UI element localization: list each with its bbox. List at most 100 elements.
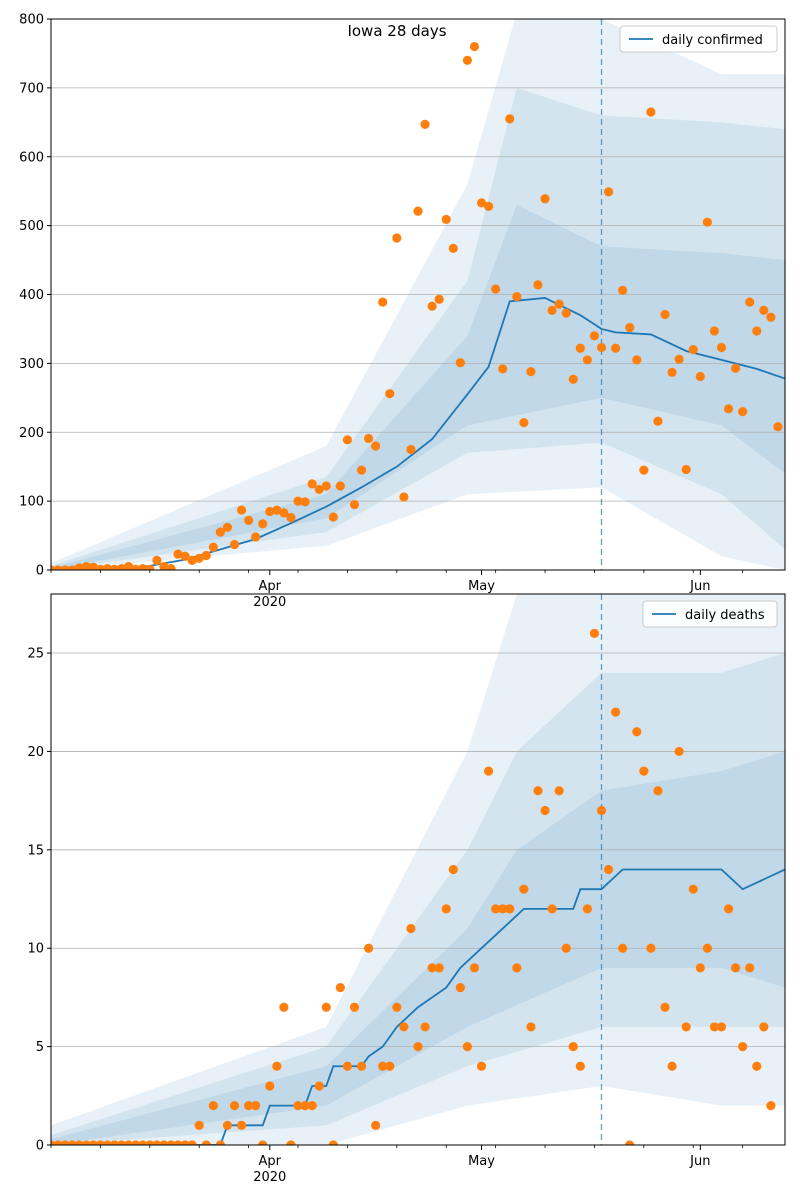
data-point — [611, 343, 621, 353]
data-point — [244, 1101, 254, 1111]
data-point — [547, 305, 557, 315]
model-line — [185, 868, 785, 1145]
data-point — [187, 1140, 197, 1145]
data-point — [596, 342, 607, 353]
data-point — [688, 345, 698, 355]
y-tick-label: 0 — [36, 564, 44, 579]
data-point — [596, 805, 607, 816]
data-point — [434, 963, 444, 973]
data-point — [321, 1002, 331, 1012]
data-point — [716, 342, 727, 353]
data-point — [498, 364, 508, 374]
data-point — [745, 297, 755, 307]
y-tick-label: 0 — [36, 1139, 44, 1154]
data-point — [222, 1120, 233, 1130]
data-point — [716, 1022, 727, 1032]
data-point — [67, 1140, 77, 1145]
data-point — [328, 512, 338, 522]
data-point — [392, 1002, 402, 1012]
legend-label: daily confirmed — [662, 33, 763, 48]
data-point — [589, 331, 600, 341]
data-point — [131, 1140, 141, 1145]
data-point — [236, 505, 247, 515]
data-point — [469, 963, 480, 973]
data-point — [469, 41, 480, 52]
data-point — [625, 322, 635, 333]
data-point — [603, 187, 614, 197]
data-point — [371, 441, 381, 451]
data-point — [505, 904, 515, 914]
data-point — [356, 1061, 367, 1071]
data-point — [180, 1140, 190, 1145]
data-point — [759, 1022, 769, 1032]
legend-box — [642, 600, 778, 628]
data-point — [554, 786, 564, 796]
y-tick-label: 500 — [19, 219, 44, 234]
y-tick-label: 15 — [27, 843, 44, 858]
data-point — [399, 492, 409, 502]
data-point — [180, 551, 190, 561]
data-point — [646, 943, 656, 953]
data-point — [293, 1101, 303, 1111]
data-point — [173, 549, 183, 559]
data-point — [498, 904, 508, 914]
data-point — [272, 1061, 282, 1071]
data-point — [505, 114, 515, 124]
data-point — [286, 513, 296, 523]
data-point — [244, 515, 254, 526]
data-point — [349, 1002, 360, 1012]
data-point — [328, 1140, 338, 1145]
data-point — [95, 1140, 106, 1145]
data-point — [561, 943, 571, 953]
data-point — [194, 553, 204, 563]
data-point — [646, 107, 656, 117]
data-point — [88, 1140, 98, 1145]
data-point — [53, 1140, 63, 1145]
data-point — [138, 1140, 148, 1145]
data-point — [632, 727, 642, 737]
data-point — [540, 805, 550, 816]
data-point — [349, 499, 360, 510]
x-tick-label: Apr — [259, 579, 282, 594]
data-point — [568, 374, 578, 384]
data-point — [441, 904, 451, 914]
data-point — [201, 550, 211, 561]
x-tick-label: Jun — [689, 579, 710, 594]
data-point — [660, 309, 670, 320]
data-point — [723, 904, 734, 914]
data-point — [152, 555, 162, 565]
data-point — [342, 435, 353, 445]
y-tick-label: 400 — [19, 288, 44, 303]
data-point — [321, 481, 331, 491]
data-point — [462, 55, 473, 65]
legend-box — [619, 25, 778, 53]
data-point — [639, 465, 649, 475]
data-point — [519, 418, 529, 428]
data-point — [526, 367, 536, 377]
y-tick-label: 100 — [19, 495, 44, 510]
data-point — [102, 1140, 113, 1145]
data-point — [116, 1140, 127, 1145]
data-point — [208, 1101, 218, 1111]
data-point — [81, 1140, 91, 1145]
data-point — [653, 786, 663, 796]
data-point — [251, 532, 261, 542]
data-point — [674, 746, 684, 757]
data-point — [81, 561, 91, 570]
y-tick-label: 200 — [19, 426, 44, 441]
data-point — [251, 1101, 261, 1111]
data-point — [363, 433, 374, 444]
data-point — [385, 1061, 395, 1071]
x-tick-label: Jun — [689, 1154, 710, 1169]
data-point — [378, 1061, 388, 1071]
data-point — [625, 1140, 635, 1145]
y-tick-label: 700 — [19, 81, 44, 96]
data-point — [187, 555, 197, 565]
y-tick-label: 600 — [19, 150, 44, 165]
y-tick-label: 10 — [27, 942, 44, 957]
data-point — [286, 1140, 296, 1145]
data-point — [60, 565, 70, 570]
y-tick-label: 300 — [19, 357, 44, 372]
